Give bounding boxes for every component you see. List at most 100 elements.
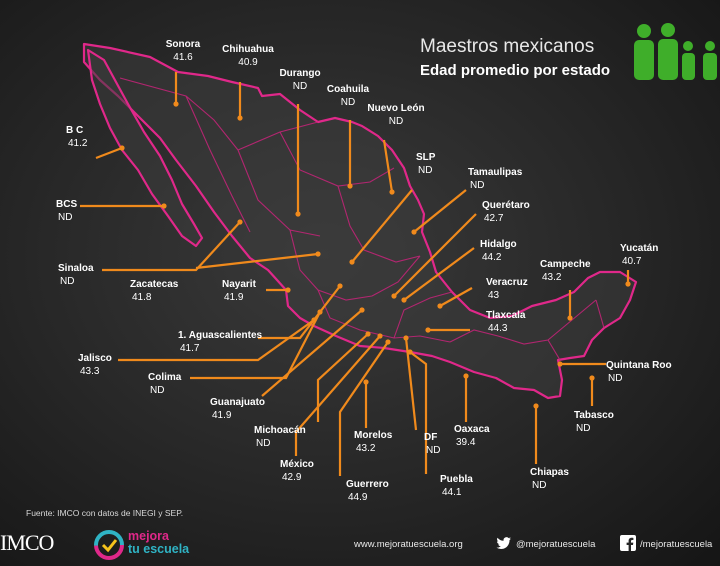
marker-mexico (377, 333, 383, 339)
marker-bc (119, 145, 125, 151)
leader-veracruz (439, 287, 473, 307)
leader-colima (190, 311, 321, 380)
state-name-aguascalientes: 1. Aguascalientes (178, 330, 263, 341)
state-name-morelos: Morelos (354, 430, 393, 441)
leader-slp (351, 189, 413, 263)
state-name-zacatecas: Zacatecas (130, 279, 179, 290)
state-name-hidalgo: Hidalgo (480, 239, 517, 250)
state-name-tabasco: Tabasco (574, 410, 614, 421)
marker-colima (317, 309, 323, 315)
map-outline-mainland (82, 42, 638, 400)
state-name-sinaloa: Sinaloa (58, 263, 94, 274)
state-name-quintana-roo: Quintana Roo (606, 360, 672, 371)
state-name-puebla: Puebla (440, 474, 473, 485)
twitter-icon[interactable] (496, 535, 512, 551)
leader-hidalgo (403, 247, 475, 301)
state-name-nayarit: Nayarit (222, 279, 257, 290)
marker-sonora (173, 101, 179, 107)
facebook-handle[interactable]: /mejoratuescuela (640, 539, 713, 550)
marker-guerrero (385, 339, 391, 345)
leader-queretaro (393, 213, 477, 297)
state-value-michoacan: ND (256, 438, 270, 449)
mejora-logo-text: mejora tu escuela (128, 530, 189, 556)
marker-nuevo-leon (389, 189, 395, 195)
state-value-mexico: 42.9 (282, 472, 302, 483)
state-name-campeche: Campeche (540, 259, 591, 270)
marker-tlaxcala (425, 327, 431, 333)
state-value-morelos: 43.2 (356, 443, 376, 454)
marker-guanajuato (359, 307, 365, 313)
state-name-mexico: México (280, 459, 314, 470)
state-name-sonora: Sonora (166, 39, 201, 50)
state-value-zacatecas: 41.8 (132, 292, 152, 303)
marker-coahuila (347, 183, 353, 189)
state-value-guerrero: 44.9 (348, 492, 368, 503)
state-value-sonora: 41.6 (173, 52, 193, 63)
state-value-veracruz: 43 (488, 290, 500, 301)
marker-nayarit (285, 287, 291, 293)
marker-bcs (161, 203, 167, 209)
twitter-handle[interactable]: @mejoratuescuela (516, 539, 596, 550)
marker-queretaro (391, 293, 397, 299)
state-value-hidalgo: 44.2 (482, 252, 502, 263)
leader-guanajuato (261, 309, 363, 397)
marker-durango (295, 211, 301, 217)
state-value-chihuahua: 40.9 (238, 57, 258, 68)
state-value-bcs: ND (58, 212, 72, 223)
mejora-line-1: mejora (128, 529, 169, 543)
facebook-icon[interactable] (620, 535, 636, 551)
state-value-oaxaca: 39.4 (456, 437, 476, 448)
leader-sinaloa (102, 221, 241, 272)
state-labels: Sonora 41.6 Chihuahua 40.9 Durango ND Coahuila… (56, 39, 672, 503)
state-name-tlaxcala: Tlaxcala (486, 310, 526, 321)
marker-hidalgo (401, 297, 407, 303)
map-inner-borders (119, 77, 605, 361)
state-value-nuevo-leon: ND (389, 116, 403, 127)
leader-nuevo-leon (382, 139, 394, 193)
state-value-sinaloa: ND (60, 276, 74, 287)
state-name-jalisco: Jalisco (78, 353, 112, 364)
state-name-yucatan: Yucatán (620, 243, 658, 254)
state-name-tamaulipas: Tamaulipas (468, 167, 523, 178)
state-name-bcs: BCS (56, 199, 77, 210)
state-value-tamaulipas: ND (470, 180, 484, 191)
state-value-puebla: 44.1 (442, 487, 462, 498)
leader-aguascalientes (258, 285, 341, 340)
state-name-chiapas: Chiapas (530, 467, 569, 478)
chart-subtitle: Edad promedio por estado (420, 62, 611, 79)
leader-puebla (409, 351, 428, 474)
state-value-jalisco: 43.3 (80, 366, 100, 377)
state-name-oaxaca: Oaxaca (454, 424, 490, 435)
state-name-bc: B C (66, 125, 83, 136)
state-value-bc: 41.2 (68, 138, 88, 149)
state-name-guerrero: Guerrero (346, 479, 389, 490)
state-value-nayarit: 41.9 (224, 292, 244, 303)
leader-df (404, 337, 418, 431)
state-value-quintana-roo: ND (608, 373, 622, 384)
state-name-michoacan: Michoacán (254, 425, 306, 436)
imco-logo: IMCO (0, 530, 54, 555)
marker-aguascalientes (337, 283, 343, 289)
state-name-chihuahua: Chihuahua (222, 44, 274, 55)
marker-tabasco (589, 375, 595, 381)
mejora-logo-icon (94, 530, 124, 560)
leader-tamaulipas (413, 189, 467, 233)
state-name-queretaro: Querétaro (482, 200, 530, 211)
marker-chihuahua (237, 115, 243, 121)
state-name-nuevo-leon: Nuevo León (367, 103, 424, 114)
marker-campeche (567, 315, 573, 321)
state-name-slp: SLP (416, 152, 436, 163)
state-value-tabasco: ND (576, 423, 590, 434)
marker-chiapas (533, 403, 539, 409)
state-value-guanajuato: 41.9 (212, 410, 232, 421)
leader-bc (95, 146, 123, 160)
marker-michoacan (365, 331, 371, 337)
state-value-queretaro: 42.7 (484, 213, 504, 224)
marker-puebla (407, 349, 413, 355)
marker-quintana-roo (557, 361, 563, 367)
state-value-chiapas: ND (532, 480, 546, 491)
marker-morelos (363, 379, 369, 385)
website-link[interactable]: www.mejoratuescuela.org (354, 539, 463, 550)
